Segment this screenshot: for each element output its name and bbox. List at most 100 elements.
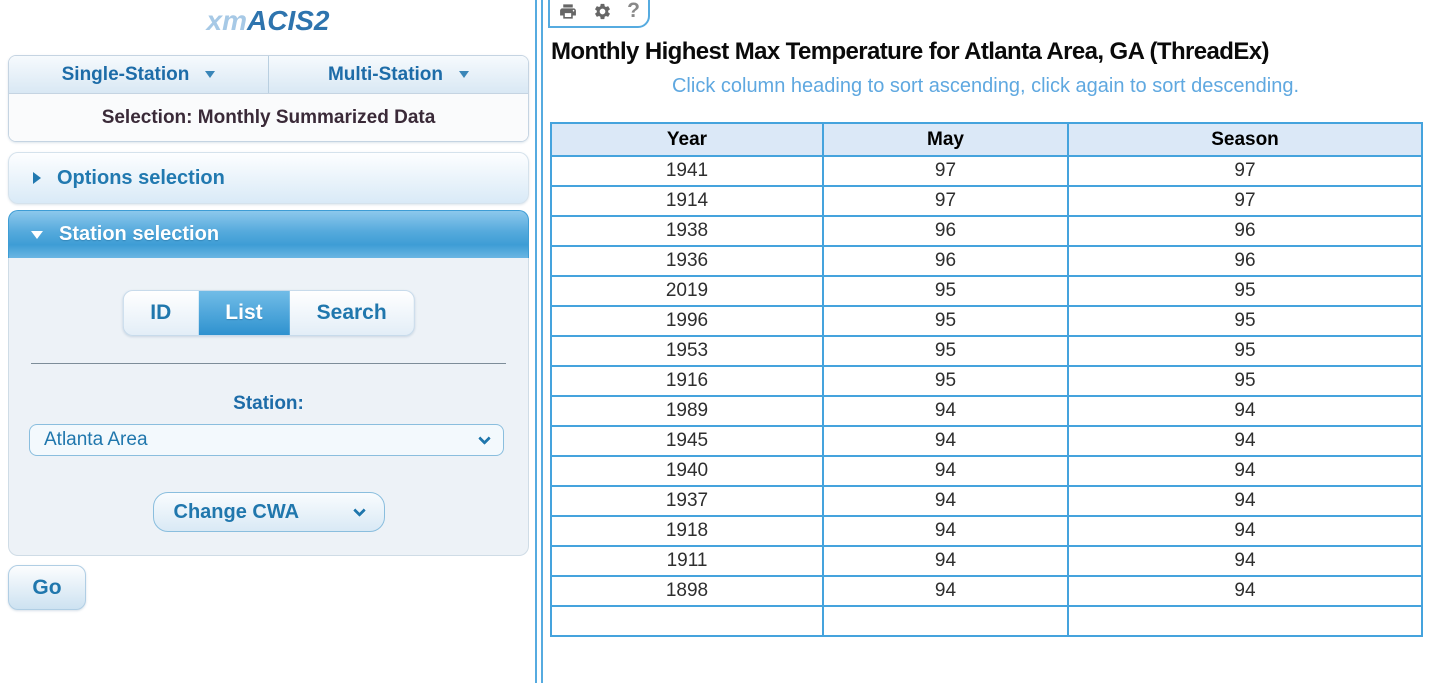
- table-row: 1941 97 97: [550, 155, 1423, 187]
- divider: [31, 363, 506, 364]
- table-cell: 94: [822, 455, 1069, 487]
- options-selection-header[interactable]: Options selection: [8, 152, 529, 204]
- print-icon[interactable]: [558, 2, 578, 21]
- expanded-arrow-icon: [31, 230, 43, 239]
- table-row: [550, 605, 1423, 637]
- table-row: 1918 94 94: [550, 515, 1423, 547]
- tab-list[interactable]: List: [198, 291, 290, 335]
- table-cell: 94: [1067, 395, 1423, 427]
- column-header-may[interactable]: May: [822, 122, 1069, 157]
- table-cell: 1996: [550, 305, 824, 337]
- table-row: 1936 96 96: [550, 245, 1423, 277]
- panel-divider: [535, 0, 537, 683]
- table-cell: 95: [1067, 335, 1423, 367]
- app-logo-prefix: xm: [206, 5, 247, 36]
- table-cell: 97: [822, 185, 1069, 217]
- table-cell: 97: [822, 155, 1069, 187]
- column-header-year[interactable]: Year: [550, 122, 824, 157]
- table-cell: 1914: [550, 185, 824, 217]
- change-cwa-label: Change CWA: [173, 500, 300, 523]
- table-cell: 94: [822, 395, 1069, 427]
- table-cell: 94: [822, 515, 1069, 547]
- change-cwa-select[interactable]: Change CWA: [152, 492, 385, 532]
- table-cell: 1937: [550, 485, 824, 517]
- sidebar: xmACIS2 Single-Station Multi-Station Sel…: [0, 0, 536, 683]
- table-cell: 96: [1067, 245, 1423, 277]
- station-selection-header[interactable]: Station selection: [8, 210, 529, 258]
- table-cell: 97: [1067, 155, 1423, 187]
- table-row: 1989 94 94: [550, 395, 1423, 427]
- table-cell: 1989: [550, 395, 824, 427]
- table-cell: 95: [822, 305, 1069, 337]
- table-cell: 1938: [550, 215, 824, 247]
- table-cell: 95: [822, 335, 1069, 367]
- results-pane: ? Monthly Highest Max Temperature for At…: [545, 0, 1440, 683]
- station-select[interactable]: Atlanta Area: [29, 424, 504, 456]
- table-cell: [550, 605, 824, 637]
- chevron-down-icon: [205, 71, 216, 78]
- app-logo-suffix: ACIS2: [247, 5, 330, 36]
- station-select-value: Atlanta Area: [44, 429, 148, 450]
- table-cell: 1941: [550, 155, 824, 187]
- table-row: 1911 94 94: [550, 545, 1423, 577]
- table-cell: 94: [1067, 455, 1423, 487]
- table-cell: 94: [1067, 515, 1423, 547]
- table-row: 1940 94 94: [550, 455, 1423, 487]
- table-cell: 94: [1067, 575, 1423, 607]
- table-cell: 95: [822, 365, 1069, 397]
- table-cell: 94: [1067, 545, 1423, 577]
- gear-icon[interactable]: [593, 2, 612, 21]
- table-cell: 94: [822, 545, 1069, 577]
- table-row: 1914 97 97: [550, 185, 1423, 217]
- collapsed-arrow-icon: [33, 172, 41, 184]
- column-header-season[interactable]: Season: [1067, 122, 1423, 157]
- station-mode-nav: Single-Station Multi-Station: [9, 56, 528, 94]
- table-cell: 96: [1067, 215, 1423, 247]
- table-cell: 95: [822, 275, 1069, 307]
- table-row: 1898 94 94: [550, 575, 1423, 607]
- table-cell: 97: [1067, 185, 1423, 217]
- results-table-head: Year May Season: [550, 122, 1423, 157]
- chevron-down-icon: [459, 71, 470, 78]
- station-selection-body: ID List Search Station: Atlanta Area Cha…: [8, 258, 529, 556]
- table-cell: 94: [1067, 425, 1423, 457]
- station-mode-box: Single-Station Multi-Station Selection: …: [8, 55, 529, 142]
- table-row: 2019 95 95: [550, 275, 1423, 307]
- single-station-menu[interactable]: Single-Station: [9, 56, 269, 93]
- table-cell: 1916: [550, 365, 824, 397]
- table-cell: 1936: [550, 245, 824, 277]
- table-cell: 95: [1067, 365, 1423, 397]
- sort-hint-text: Click column heading to sort ascending, …: [671, 75, 1299, 97]
- table-cell: 95: [1067, 275, 1423, 307]
- table-cell: 94: [1067, 485, 1423, 517]
- table-cell: [822, 605, 1069, 637]
- station-field-label: Station:: [233, 393, 304, 414]
- station-selection-label: Station selection: [59, 223, 220, 245]
- table-row: 1938 96 96: [550, 215, 1423, 247]
- table-cell: 96: [822, 245, 1069, 277]
- table-cell: 94: [822, 485, 1069, 517]
- station-selection-panel: Station selection ID List Search Station…: [8, 210, 529, 556]
- single-station-label: Single-Station: [61, 63, 190, 85]
- table-cell: 1918: [550, 515, 824, 547]
- results-toolbar: ?: [548, 0, 650, 28]
- current-selection-text: Selection: Monthly Summarized Data: [9, 94, 528, 141]
- station-picker-tabs: ID List Search: [122, 290, 415, 336]
- chevron-down-icon: [352, 503, 366, 517]
- results-table-body: 1941 97 97 1914 97 97 1938 96 96 1936 96 96 2019 95 95…: [550, 155, 1423, 637]
- tab-id[interactable]: ID: [150, 301, 172, 324]
- multi-station-label: Multi-Station: [327, 63, 444, 85]
- go-button[interactable]: Go: [8, 565, 86, 610]
- table-row: 1937 94 94: [550, 485, 1423, 517]
- table-cell: 95: [1067, 305, 1423, 337]
- table-cell: 96: [822, 215, 1069, 247]
- table-row: 1916 95 95: [550, 365, 1423, 397]
- app-logo: xmACIS2: [0, 5, 536, 37]
- table-cell: 94: [822, 575, 1069, 607]
- table-cell: 2019: [550, 275, 824, 307]
- table-row: 1996 95 95: [550, 305, 1423, 337]
- table-row: 1953 95 95: [550, 335, 1423, 367]
- tab-search[interactable]: Search: [316, 301, 387, 324]
- help-icon[interactable]: ?: [627, 0, 640, 22]
- multi-station-menu[interactable]: Multi-Station: [269, 56, 528, 93]
